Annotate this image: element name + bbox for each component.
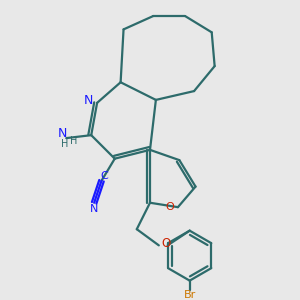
Text: Br: Br [184,290,196,300]
Text: N: N [90,204,98,214]
Text: H: H [61,139,68,149]
Text: O: O [161,237,171,250]
Text: O: O [165,202,174,212]
Text: C: C [100,171,108,181]
Text: N: N [84,94,94,107]
Text: H: H [70,136,77,146]
Text: N: N [58,127,68,140]
